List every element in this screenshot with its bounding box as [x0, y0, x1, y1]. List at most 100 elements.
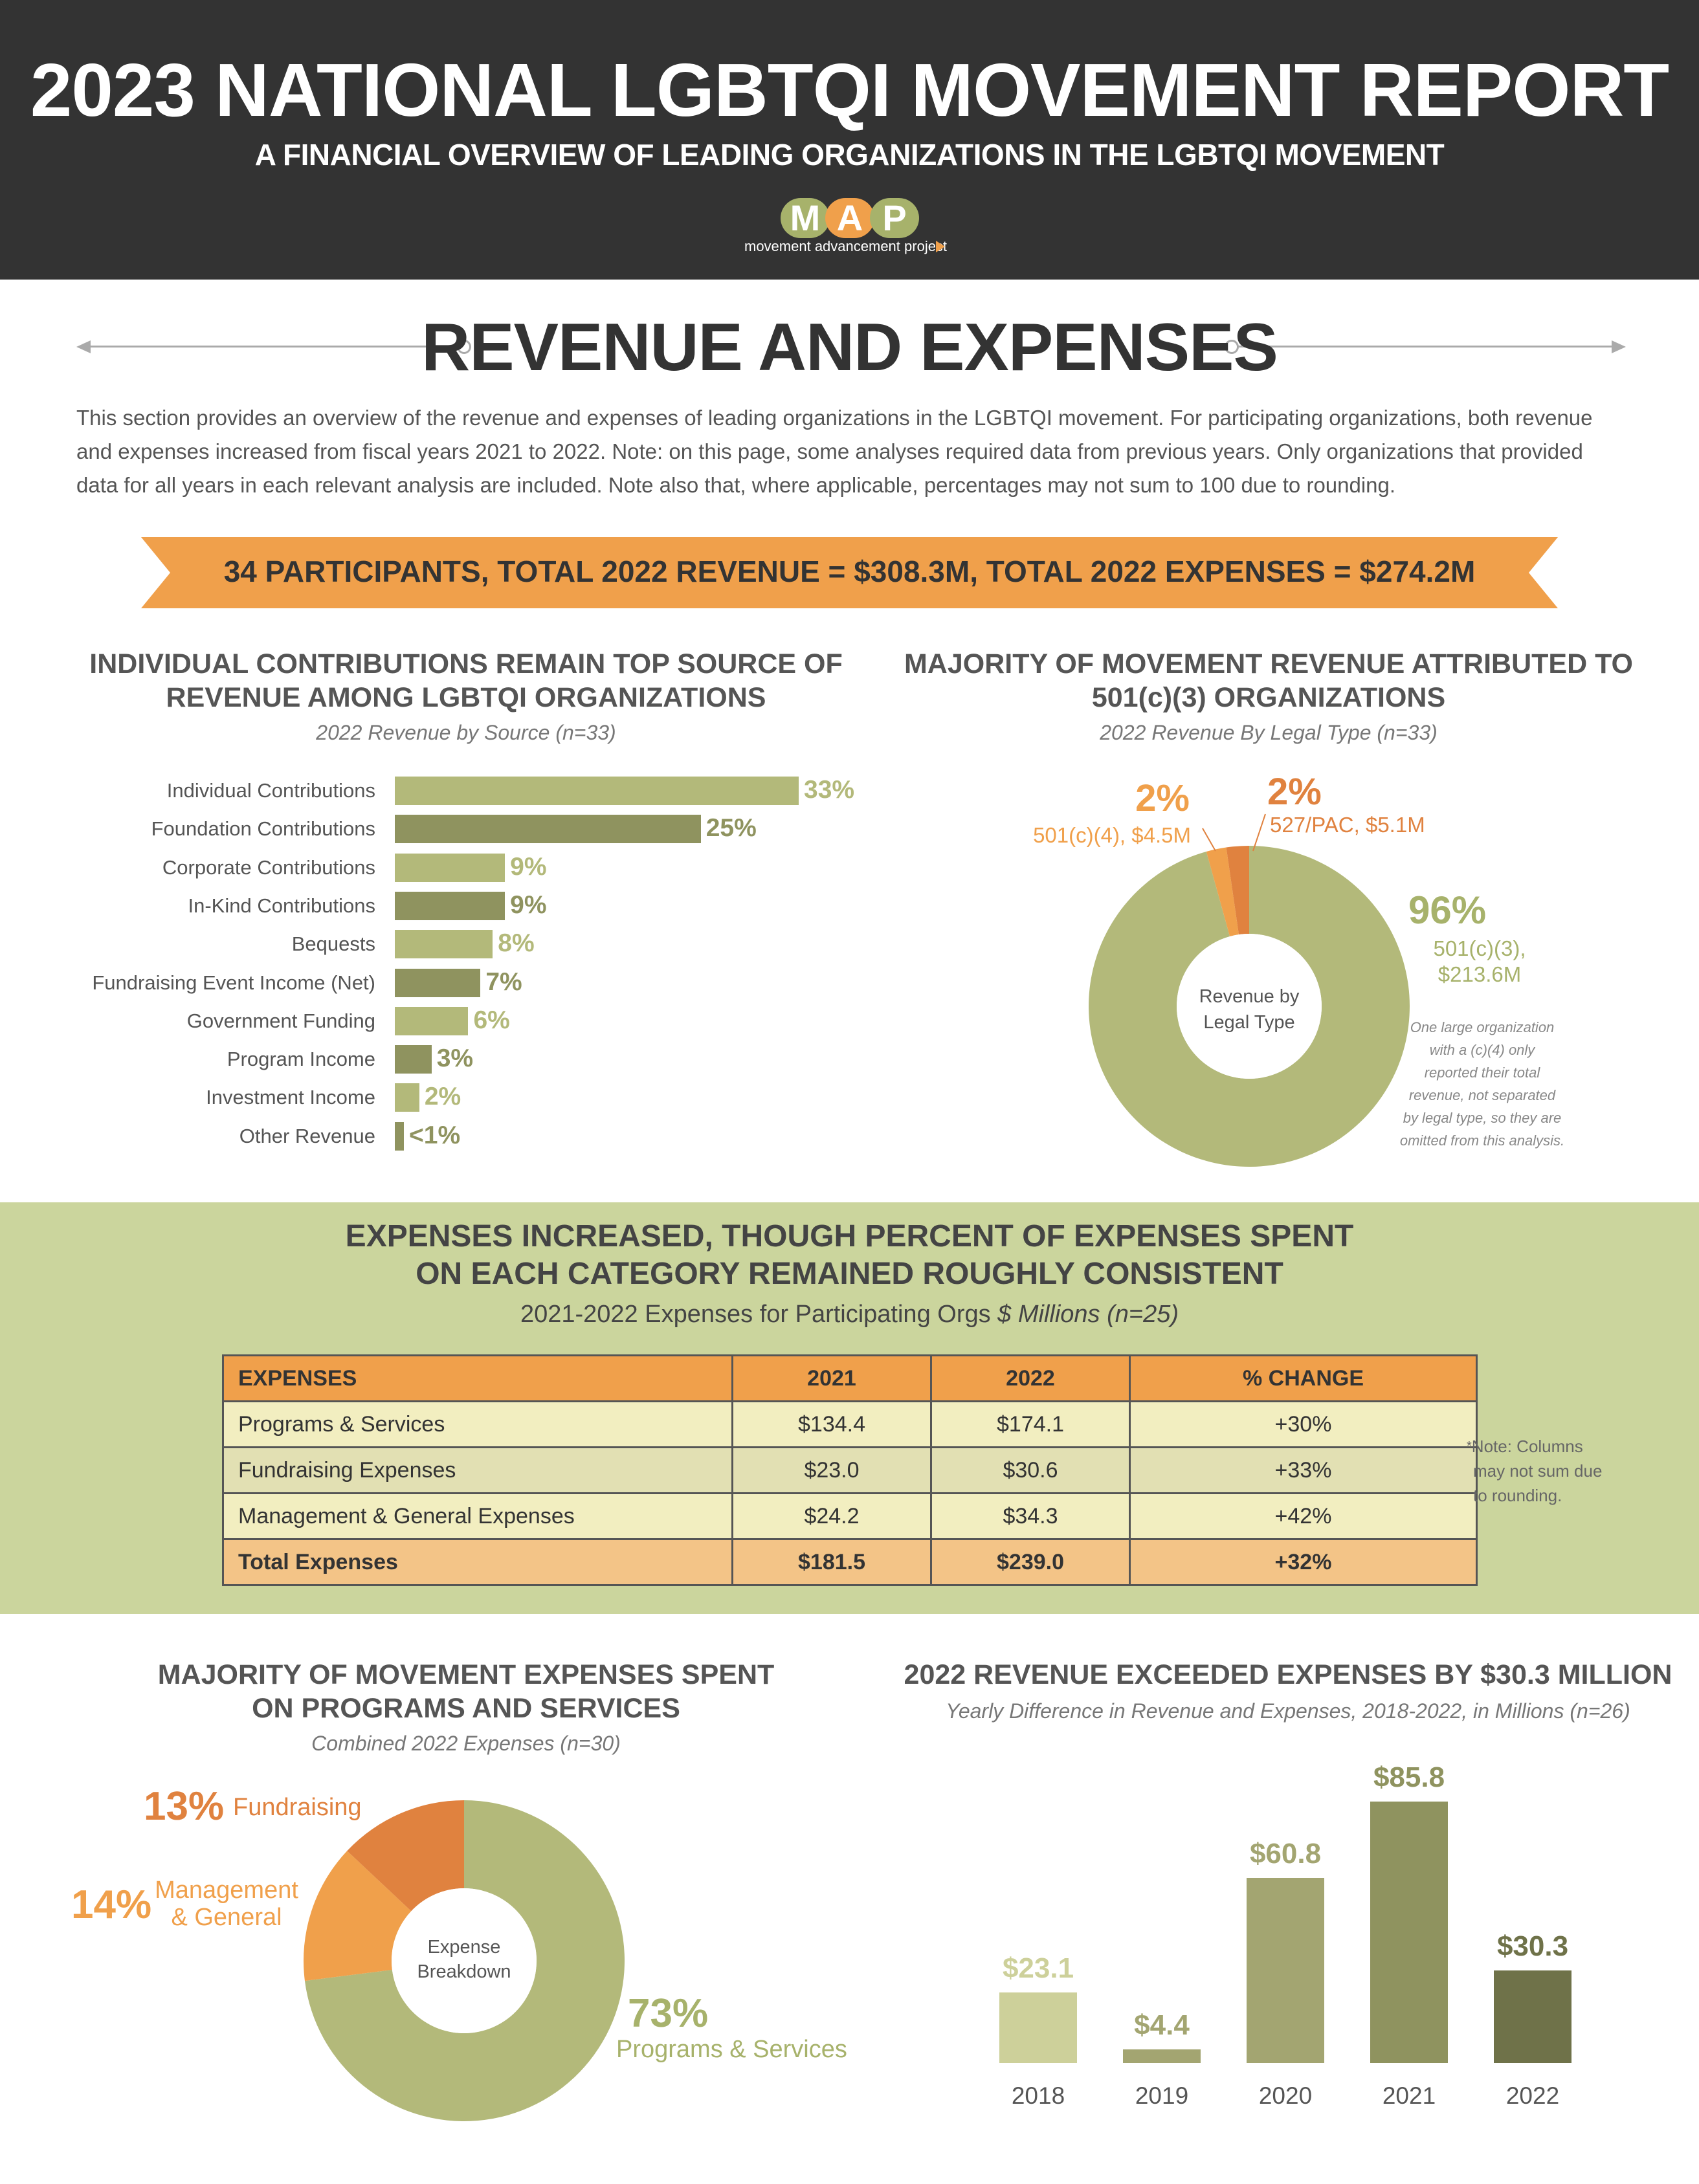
donut-hole [1177, 934, 1322, 1079]
right-divider [1238, 346, 1616, 347]
bar-value-label: 9% [510, 852, 547, 881]
note-line: to rounding. [1473, 1486, 1562, 1505]
note-star: * [1467, 1439, 1472, 1453]
table-total-row: Total Expenses $181.5 $239.0 +32% [222, 1538, 1478, 1586]
cell-2022: $239.0 [930, 1538, 1131, 1586]
left-divider [84, 346, 463, 347]
legal-c4-percent: 2% [1135, 777, 1190, 819]
legal-type-subtitle: 2022 Revenue By Legal Type (n=33) [1100, 721, 1438, 744]
expense-breakdown-subtitle: Combined 2022 Expenses (n=30) [311, 1732, 621, 1755]
bar-category-label: Government Funding [186, 1009, 375, 1032]
col-header-change: % CHANGE [1129, 1354, 1478, 1402]
logo-letter-p: P [870, 198, 919, 238]
note-line: Note: Columns [1471, 1437, 1583, 1456]
yearly-value-label: $85.8 [1373, 1761, 1445, 1793]
expenses-subtitle-plain: 2021-2022 Expenses for Participating Org… [520, 1301, 991, 1328]
legal-pac-label: 527/PAC, $5.1M [1270, 813, 1425, 837]
yearly-value-label: $30.3 [1496, 1930, 1569, 1963]
logo-letter-m: M [781, 198, 830, 238]
slice-527-pac [1226, 846, 1249, 935]
expenses-title: EXPENSES INCREASED, THOUGH PERCENT OF EX… [0, 1218, 1699, 1293]
yearly-bar [1370, 1802, 1448, 2063]
legal-type-title: MAJORITY OF MOVEMENT REVENUE ATTRIBUTED … [880, 647, 1657, 714]
cell-2021: $134.4 [731, 1400, 932, 1448]
bar-value-label: 8% [498, 929, 535, 958]
bar-category-label: Bequests [291, 932, 375, 956]
breakdown-center-line1: Expense [427, 1937, 501, 1958]
cell-2021: $23.0 [731, 1446, 932, 1494]
bar-category-label: Corporate Contributions [162, 855, 375, 879]
legal-c3-label-line1: 501(c)(3), [1433, 936, 1526, 960]
legal-type-donut [1089, 846, 1410, 1167]
fundraising-label: Fundraising [233, 1794, 362, 1821]
table-row: Fundraising Expenses $23.0 $30.6 +33% [222, 1446, 1478, 1494]
programs-percent: 73% [628, 1991, 709, 2036]
legal-center-line1: Revenue by [1199, 986, 1300, 1007]
revenue-bar [395, 1006, 469, 1035]
revenue-source-title-line2: REVENUE AMONG LGBTQI ORGANIZATIONS [166, 682, 766, 713]
cell-change: +42% [1129, 1492, 1478, 1540]
bar-category-label: Fundraising Event Income (Net) [92, 971, 375, 994]
expenses-table: EXPENSES 2021 2022 % CHANGE Programs & S… [222, 1354, 1478, 1586]
revenue-source-title-line1: INDIVIDUAL CONTRIBUTIONS REMAIN TOP SOUR… [89, 648, 843, 679]
bar-category-label: Program Income [227, 1048, 375, 1071]
yearly-category-label: 2021 [1382, 2082, 1436, 2109]
bar-category-label: Other Revenue [239, 1124, 375, 1147]
legal-c3-label-line2: $213.6M [1438, 962, 1522, 986]
col-header-2021: 2021 [731, 1354, 932, 1402]
bar-value-label: 25% [705, 814, 757, 843]
intro-paragraph: This section provides an overview of the… [76, 406, 1593, 497]
expenses-note: *Note: Columns may not sum due to roundi… [1467, 1434, 1661, 1508]
yearly-value-label: $23.1 [1002, 1952, 1074, 1985]
expenses-title-line1: EXPENSES INCREASED, THOUGH PERCENT OF EX… [345, 1219, 1354, 1253]
footnote-line: omitted from this analysis. [1399, 1132, 1565, 1149]
row-label: Total Expenses [222, 1538, 733, 1586]
legal-type-footnote: One large organization with a (c)(4) onl… [1372, 1016, 1592, 1152]
management-label-line2: & General [171, 1904, 282, 1931]
legal-center-line2: Legal Type [1203, 1012, 1295, 1033]
cell-2022: $174.1 [930, 1400, 1131, 1448]
table-row: Management & General Expenses $24.2 $34.… [222, 1492, 1478, 1540]
revenue-source-subtitle: 2022 Revenue by Source (n=33) [316, 721, 616, 744]
logo-arrow-icon [936, 241, 945, 252]
summary-banner [141, 537, 1558, 608]
yearly-category-label: 2022 [1505, 2082, 1560, 2109]
management-percent: 14% [71, 1882, 152, 1927]
breakdown-center-line2: Breakdown [417, 1961, 511, 1982]
expense-breakdown-donut [304, 1800, 625, 2121]
revenue-bar [395, 1083, 419, 1112]
management-label-line1: Management [155, 1877, 298, 1904]
revenue-bar [395, 777, 799, 805]
yearly-difference-chart: $23.1 2018 $4.4 2019 $60.8 2020 $85.8 2021 $30.3… [958, 1747, 1605, 2135]
report-subtitle: A FINANCIAL OVERVIEW OF LEADING ORGANIZA… [254, 138, 1445, 171]
slice-programs [304, 1800, 625, 2121]
bar-value-label: 3% [436, 1044, 474, 1073]
legal-c3-label: 501(c)(3), $213.6M [1402, 936, 1557, 987]
bar-category-label: Foundation Contributions [151, 817, 375, 841]
legal-type-title-line1: MAJORITY OF MOVEMENT REVENUE ATTRIBUTED … [904, 648, 1634, 679]
legal-c4-label: 501(c)(4), $4.5M [1033, 823, 1191, 847]
cell-2022: $34.3 [930, 1492, 1131, 1540]
revenue-bar [395, 968, 481, 997]
yearly-bar [1123, 2049, 1201, 2063]
col-header-expenses: EXPENSES [222, 1354, 733, 1402]
yearly-title: 2022 REVENUE EXCEEDED EXPENSES BY $30.3 … [904, 1659, 1672, 1690]
col-header-2022: 2022 [930, 1354, 1131, 1402]
left-arrow-icon [76, 340, 91, 353]
legal-type-center-label: Revenue by Legal Type [1159, 984, 1340, 1035]
bar-category-label: In-Kind Contributions [188, 894, 376, 917]
note-line: may not sum due [1473, 1461, 1603, 1481]
logo-tagline: movement advancement project [744, 238, 948, 254]
breakdown-title-line2: ON PROGRAMS AND SERVICES [252, 1693, 680, 1724]
report-title: 2023 NATIONAL LGBTQI MOVEMENT REPORT [30, 48, 1669, 132]
yearly-bar [1247, 1877, 1324, 2063]
yearly-category-label: 2020 [1258, 2082, 1313, 2109]
expense-breakdown-center-label: Expense Breakdown [373, 1935, 555, 1984]
row-label: Management & General Expenses [222, 1492, 733, 1540]
bar-value-label: 9% [510, 890, 547, 919]
cell-change: +33% [1129, 1446, 1478, 1494]
slice-management [304, 1851, 412, 1981]
bar-value-label: <1% [409, 1121, 461, 1149]
bar-value-label: 33% [804, 776, 855, 804]
section-title: REVENUE AND EXPENSES [421, 310, 1278, 385]
